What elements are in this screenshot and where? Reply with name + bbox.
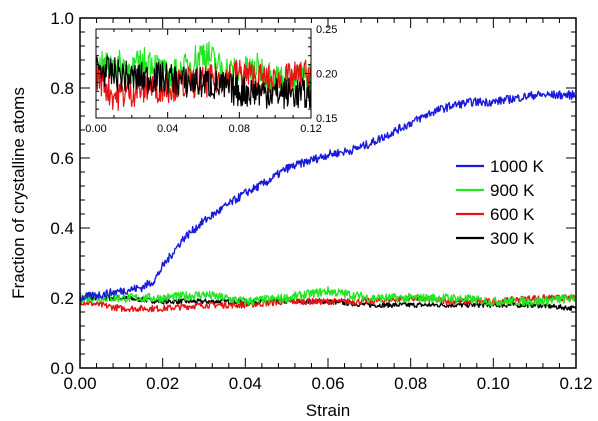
x-tick-label: 0.00 xyxy=(63,374,96,393)
inset-x-tick-label: 0.12 xyxy=(300,123,321,135)
y-tick-label: 0.6 xyxy=(50,149,74,168)
legend-label-600-k: 600 K xyxy=(490,205,535,224)
legend-label-300-k: 300 K xyxy=(490,229,535,248)
x-tick-label: 0.10 xyxy=(477,374,510,393)
y-tick-label: 0.4 xyxy=(50,219,74,238)
x-tick-label: 0.08 xyxy=(394,374,427,393)
inset-series-line-2 xyxy=(95,59,312,111)
inset-x-tick-label: 0.00 xyxy=(85,123,106,135)
y-axis-title: Fraction of crystalline atoms xyxy=(9,87,28,299)
x-axis-title: Strain xyxy=(306,401,350,420)
main-series xyxy=(79,90,577,313)
inset-tick-labels: 0.00 0.04 0.08 0.120.15 0.20 0.25 xyxy=(85,24,337,135)
y-tick-label: 1.0 xyxy=(50,9,74,28)
inset-y-tick-label: 0.20 xyxy=(316,69,337,81)
x-tick-label: 0.04 xyxy=(229,374,262,393)
inset-chart: 0.00 0.04 0.08 0.120.15 0.20 0.25 xyxy=(85,24,337,135)
y-tick-label: 0.0 xyxy=(50,359,74,378)
inset-series xyxy=(95,41,312,111)
inset-y-tick-label: 0.25 xyxy=(316,24,337,36)
inset-x-tick-label: 0.04 xyxy=(157,123,178,135)
inset-y-tick-label: 0.15 xyxy=(316,113,337,125)
x-tick-label: 0.02 xyxy=(146,374,179,393)
y-tick-label: 0.8 xyxy=(50,79,74,98)
series-line-900-k xyxy=(79,286,577,307)
inset-frame xyxy=(95,28,312,119)
legend: 1000 K 900 K 600 K 300 K xyxy=(456,157,545,248)
plot-frame xyxy=(79,17,577,369)
inset-series-line-3 xyxy=(95,55,312,110)
main-tick-labels: 0.00 0.02 0.04 0.06 0.08 0.10 0.12 0.0 0.2 0.4 0.6… xyxy=(50,9,592,393)
legend-label-900-k: 900 K xyxy=(490,181,535,200)
x-tick-label: 0.12 xyxy=(559,374,592,393)
inset-x-tick-label: 0.08 xyxy=(229,123,250,135)
series-line-1000-k xyxy=(79,90,577,302)
legend-label-1000-k: 1000 K xyxy=(490,157,545,176)
y-tick-label: 0.2 xyxy=(50,289,74,308)
x-tick-label: 0.06 xyxy=(311,374,344,393)
main-ticks xyxy=(79,17,577,369)
